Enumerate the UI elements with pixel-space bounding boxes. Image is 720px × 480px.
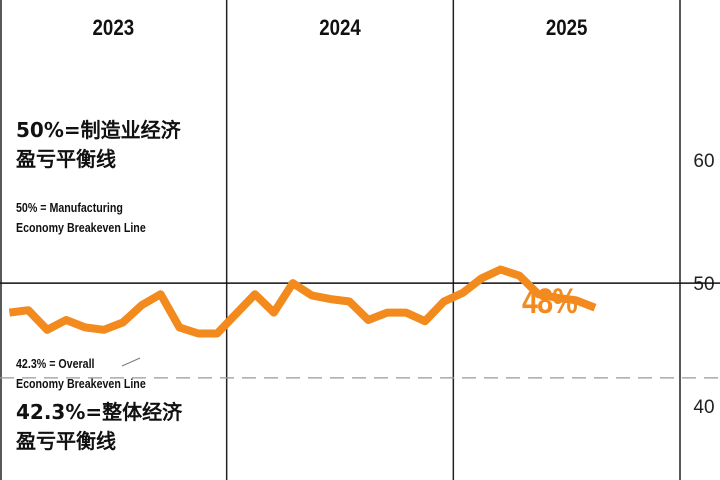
year-label: 2023 [93, 17, 135, 41]
overall-label-pointer [121, 357, 141, 367]
current-value-label: 48% [522, 282, 578, 321]
year-label: 2025 [546, 17, 588, 41]
reference-lines [0, 282, 720, 379]
manufacturing-breakeven-en-line2: Economy Breakeven Line [16, 219, 146, 235]
overall-breakeven-label-zh: 42.3%=整体经济 盈亏平衡线 [16, 398, 182, 456]
y-tick-label: 40 [693, 397, 714, 418]
manufacturing-breakeven-label-zh: 50%=制造业经济 盈亏平衡线 [16, 116, 181, 174]
year-label: 2024 [319, 17, 361, 41]
overall-breakeven-en-line2: Economy Breakeven Line [16, 375, 146, 391]
pmi-series-line [8, 265, 597, 338]
y-tick-labels: 60 50 40 [693, 151, 714, 418]
year-labels: 2023 2024 2025 [93, 17, 588, 41]
series-layer [8, 265, 597, 338]
overall-breakeven-zh-line2: 盈亏平衡线 [16, 429, 116, 453]
y-tick-label: 60 [693, 151, 714, 172]
manufacturing-breakeven-zh-line1: 50%=制造业经济 [16, 118, 181, 142]
y-tick-label: 50 [693, 274, 714, 295]
overall-breakeven-en-line1: 42.3% = Overall [16, 356, 95, 371]
grid [0, 0, 681, 480]
manufacturing-breakeven-en-line1: 50% = Manufacturing [16, 200, 123, 215]
manufacturing-breakeven-zh-line2: 盈亏平衡线 [16, 147, 116, 171]
manufacturing-breakeven-label-en: 50% = Manufacturing Economy Breakeven Li… [16, 198, 146, 237]
overall-breakeven-label-en: 42.3% = Overall Economy Breakeven Line [16, 354, 146, 393]
overall-breakeven-zh-line1: 42.3%=整体经济 [16, 400, 183, 424]
